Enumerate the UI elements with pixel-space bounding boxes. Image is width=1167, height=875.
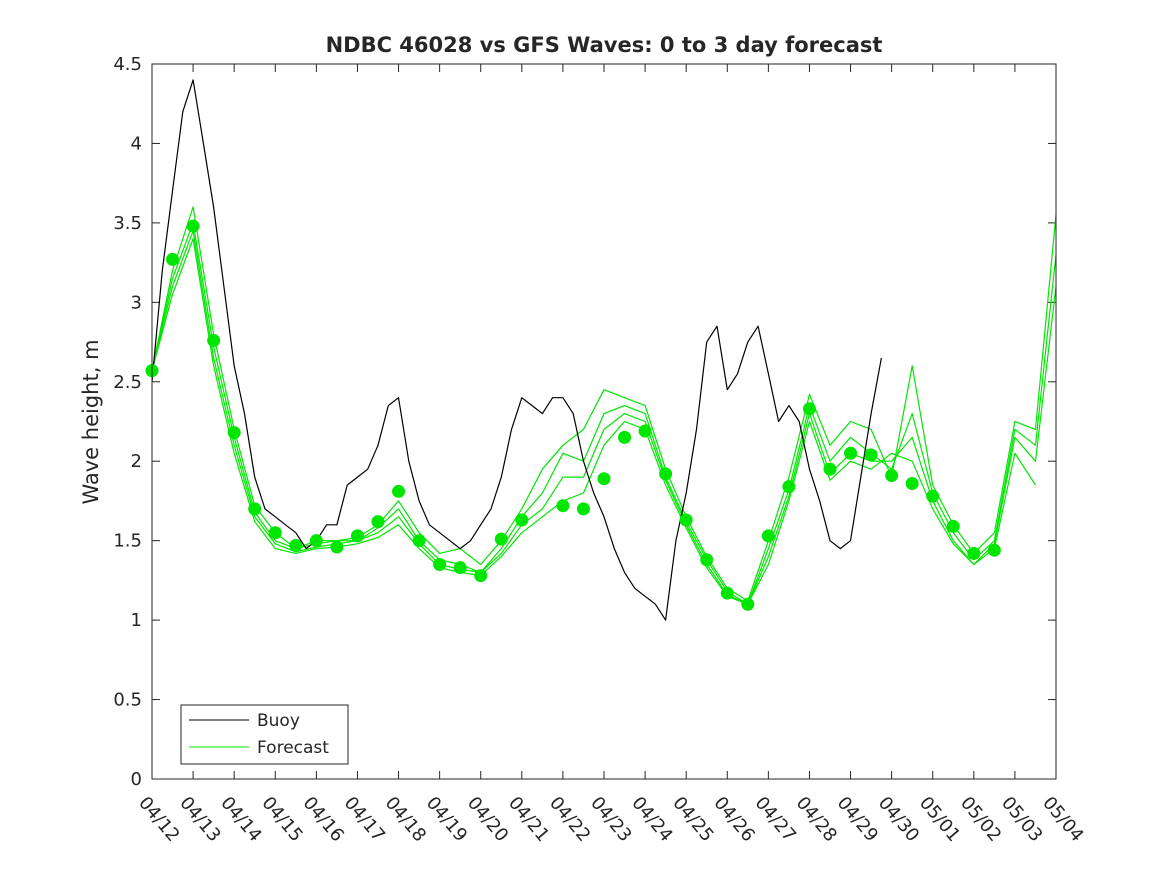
forecast-markers [145,219,1001,611]
forecast-marker [885,469,899,483]
y-tick-label: 0 [131,769,142,790]
forecast-marker [987,543,1001,557]
forecast-marker [309,534,323,548]
plot-frame [151,63,1057,780]
forecast-marker [248,502,262,516]
forecast-marker [905,476,919,490]
forecast-marker [864,448,878,462]
forecast-marker [576,502,590,516]
forecast-marker [926,489,940,503]
forecast-marker [597,472,611,486]
forecast-marker [844,446,858,460]
forecast-marker [782,480,796,494]
forecast-marker [946,519,960,533]
forecast-run-line [152,222,1056,605]
forecast-marker [474,569,488,583]
forecast-marker [412,534,426,548]
forecast-marker [720,586,734,600]
forecast-marker [453,561,467,575]
forecast-marker [289,538,303,552]
y-tick-label: 4 [131,133,142,154]
forecast-marker [638,424,652,438]
forecast-marker [207,333,221,347]
y-axis-label: Wave height, m [79,339,103,504]
forecast-marker [166,252,180,266]
plot-series [152,79,1056,621]
forecast-marker [679,513,693,527]
y-tick-label: 0.5 [113,690,142,711]
legend: Buoy Forecast [180,704,349,765]
y-tick-label: 2.5 [113,372,142,393]
forecast-marker [330,540,344,554]
forecast-marker [494,532,508,546]
chart-title: NDBC 46028 vs GFS Waves: 0 to 3 day fore… [326,33,883,57]
forecast-marker [556,499,570,513]
forecast-marker [967,546,981,560]
buoy-line [152,79,882,621]
forecast-run-line [152,230,1056,605]
forecast-marker [802,402,816,416]
forecast-marker [392,484,406,498]
forecast-marker [823,462,837,476]
y-tick-label: 1 [131,610,142,631]
y-tick-label: 3.5 [113,213,142,234]
forecast-marker [186,219,200,233]
forecast-marker [433,558,447,571]
y-tick-label: 2 [131,451,142,472]
y-tick-label: 3 [131,292,142,313]
forecast-marker [371,515,385,529]
forecast-run-line [152,206,1056,602]
forecast-marker [515,513,529,527]
y-tick-label: 4.5 [113,54,142,75]
forecast-marker [741,597,755,611]
legend-label-forecast: Forecast [257,738,329,758]
forecast-marker [659,467,673,481]
legend-box [180,704,349,765]
forecast-marker [268,526,282,540]
forecast-run-line [152,238,1037,605]
forecast-marker [618,430,632,444]
y-axis-ticks: 0 0.5 1 1.5 2 2.5 3 3.5 4 4.5 [113,54,1056,790]
forecast-marker [700,553,714,567]
legend-label-buoy: Buoy [257,711,300,731]
forecast-marker [350,529,364,543]
forecast-marker [761,529,775,543]
forecast-marker [227,426,241,440]
y-tick-label: 1.5 [113,531,142,552]
